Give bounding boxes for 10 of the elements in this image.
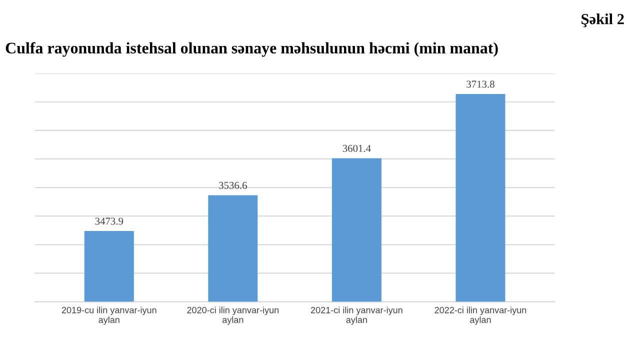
x-tick-label: 2022-ci ilin yanvar-iyun aylan: [434, 306, 526, 325]
data-label: 3713.8: [466, 80, 494, 88]
chart-title: Culfa rayonunda istehsal olunan sənaye məhsulunun həcmi (min manat): [6, 42, 498, 57]
text: Şəkil 2: [582, 14, 624, 28]
data-label: 3601.4: [342, 144, 371, 152]
data-label: 3536.6: [219, 182, 247, 189]
x-tick-label: 2020-ci ilin yanvar-iyun aylan: [187, 306, 278, 325]
x-tick-label: 2021-ci ilin yanvar-iyun aylan: [310, 306, 402, 325]
x-tick-label: 2019-cu ilin yanvar-iyun aylan: [62, 306, 156, 325]
data-label: 3473.9: [95, 218, 124, 225]
